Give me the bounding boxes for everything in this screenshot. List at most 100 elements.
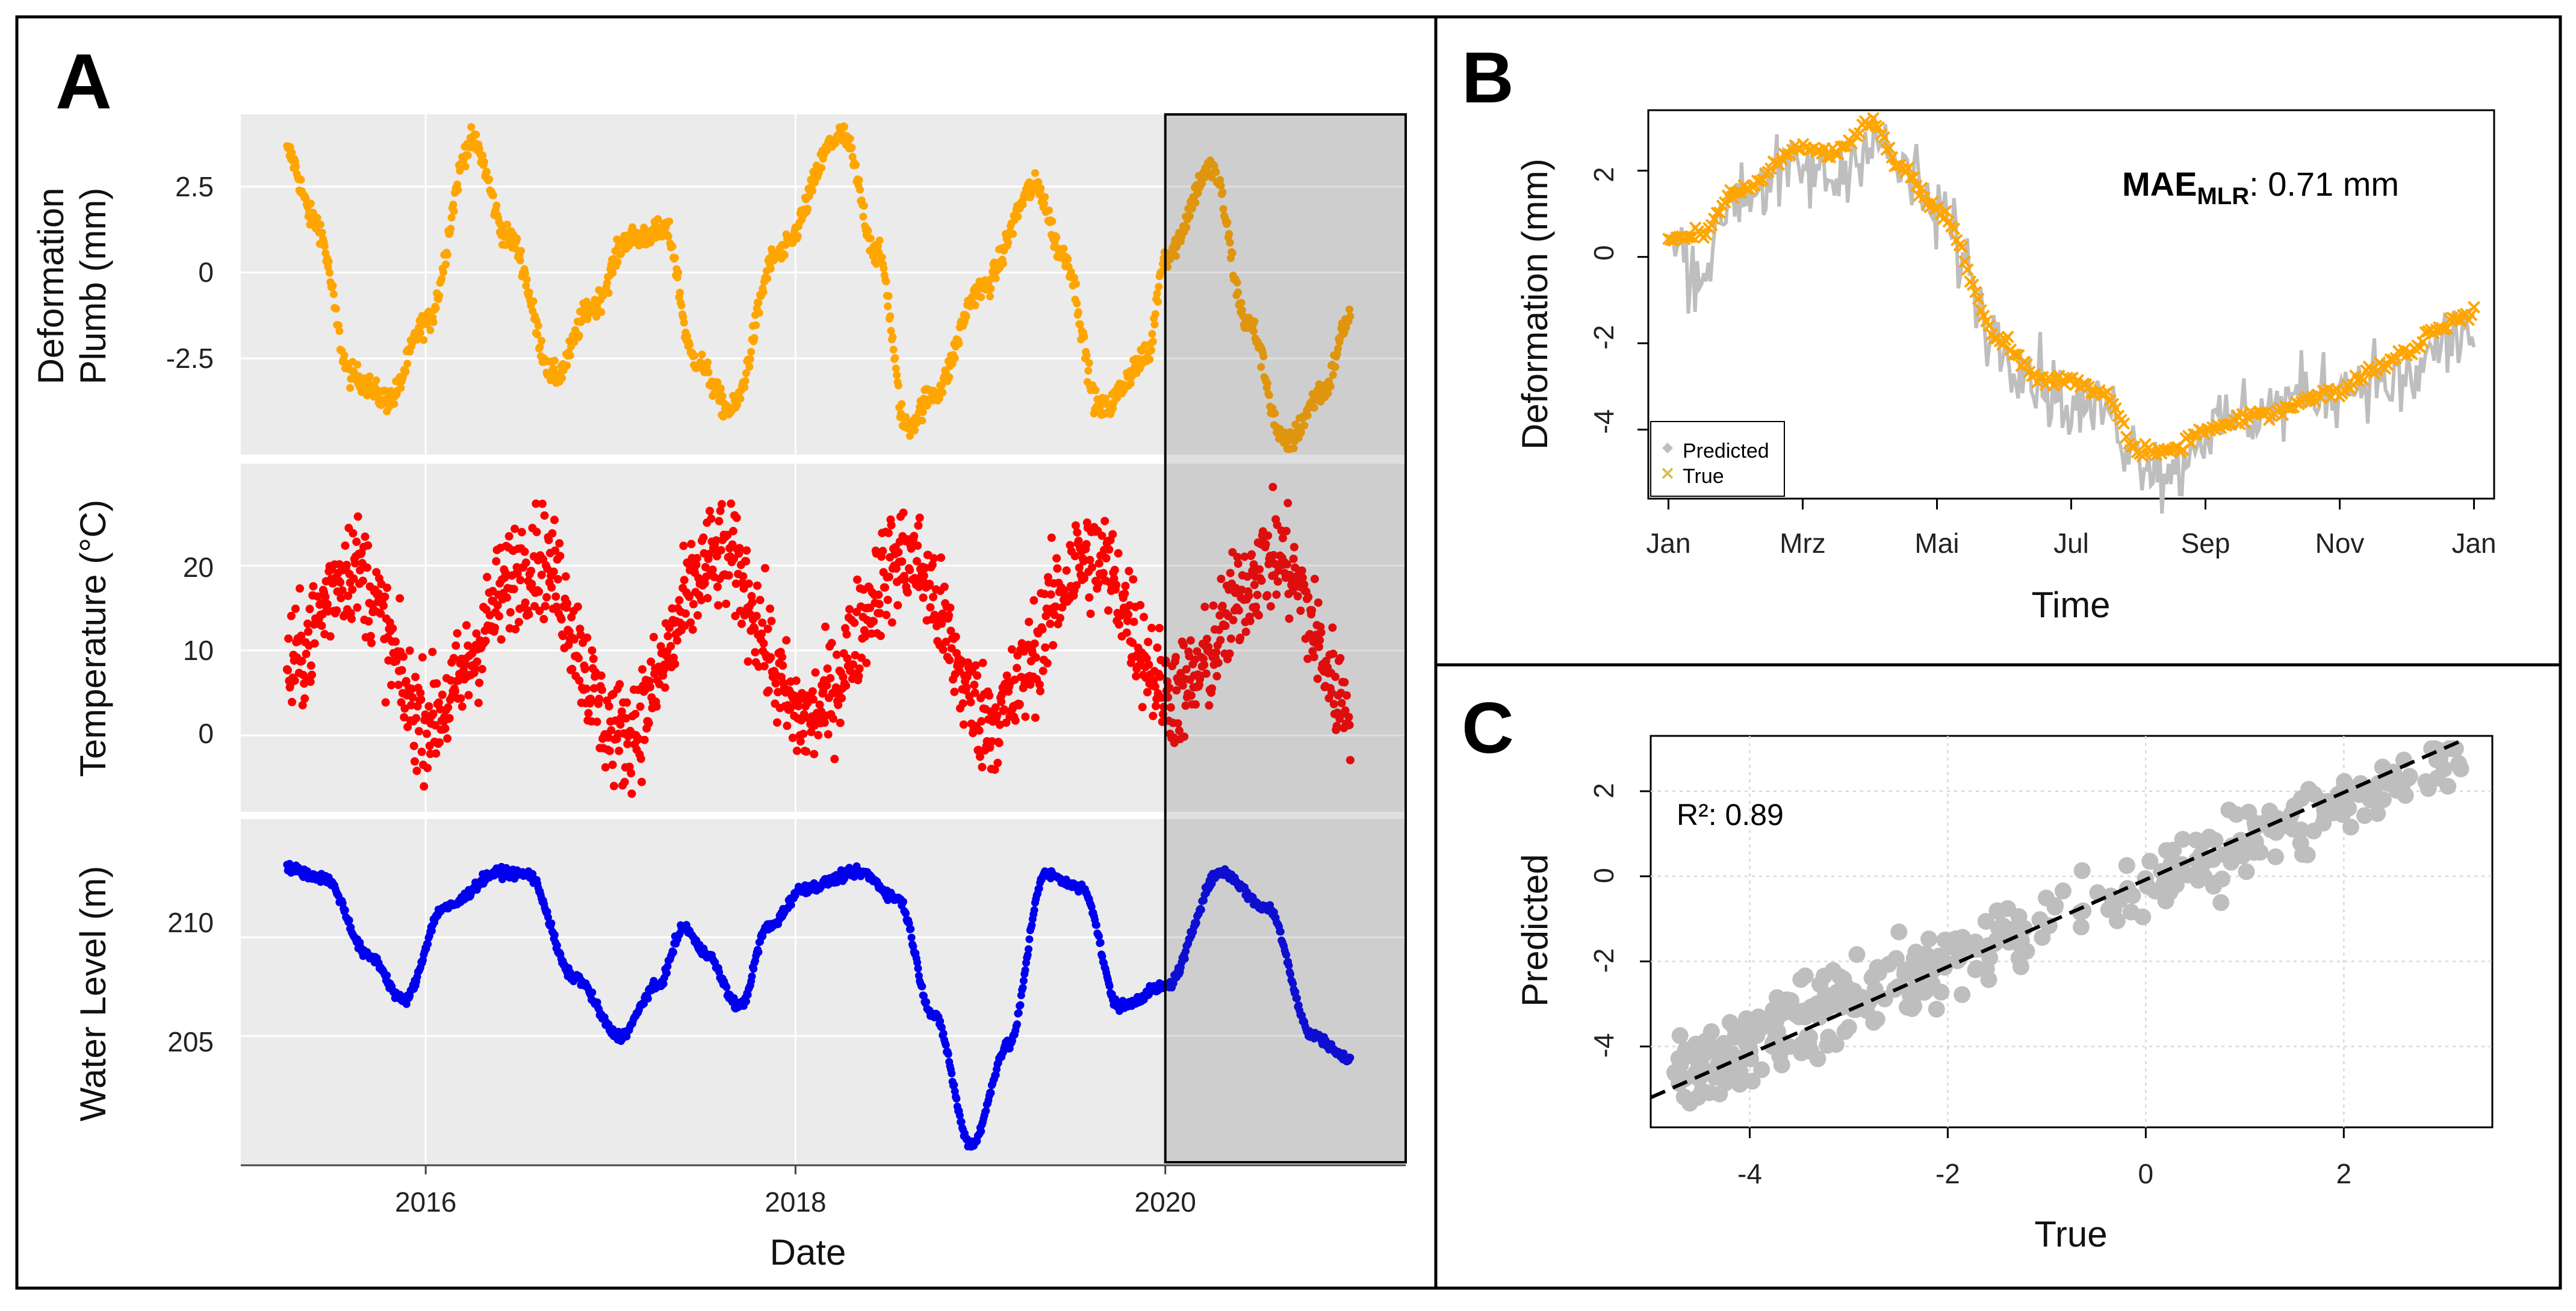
temperature-point	[367, 638, 376, 647]
scatter-point	[2073, 918, 2090, 936]
temperature-point	[1010, 675, 1019, 684]
deformation-point	[1310, 403, 1318, 412]
deformation-point	[1060, 244, 1068, 253]
deformation-point	[992, 274, 1000, 282]
temperature-point	[1149, 676, 1158, 685]
deformation-point	[846, 134, 854, 143]
temperature-point	[998, 690, 1007, 699]
legend-predicted-label: Predicted	[1683, 440, 1769, 462]
deformation-point	[804, 205, 812, 213]
temperature-point	[837, 694, 846, 703]
temperature-point	[990, 765, 999, 774]
scatter-point	[2192, 847, 2209, 864]
temperature-point	[978, 658, 987, 667]
water_level-point	[1021, 966, 1029, 974]
deformation-point	[902, 413, 910, 421]
deformation-point	[1034, 178, 1043, 186]
temperature-point	[722, 599, 731, 608]
temperature-point	[422, 729, 431, 738]
temperature-point	[524, 610, 533, 619]
temperature-point	[689, 600, 698, 609]
deformation-point	[986, 292, 995, 301]
deformation-point	[365, 372, 374, 381]
water_level-point	[754, 948, 763, 956]
deformation-point	[426, 326, 435, 334]
temperature-point	[418, 653, 427, 662]
temperature-point	[764, 687, 773, 695]
deformation-point	[306, 199, 315, 208]
temperature-point	[1053, 564, 1062, 573]
temperature-point	[304, 627, 313, 636]
temperature-point	[830, 755, 839, 764]
temperature-point	[1110, 574, 1119, 583]
panel-b-x-tick: Jul	[2053, 528, 2089, 559]
temperature-point	[1075, 563, 1084, 572]
deformation-point	[848, 143, 856, 152]
temperature-point	[821, 622, 830, 631]
temperature-point	[766, 604, 775, 613]
panel-b-x-tick: Jan	[2451, 528, 2496, 559]
deformation-point	[1259, 352, 1268, 361]
temperature-point	[1047, 533, 1056, 542]
temperature-point	[671, 659, 680, 668]
temperature-point	[400, 704, 409, 713]
temperature-point	[945, 611, 953, 620]
deformation-point	[525, 288, 533, 296]
deformation-point	[891, 353, 899, 362]
temperature-point	[1007, 645, 1016, 654]
scatter-point	[2100, 901, 2117, 918]
deformation-point	[766, 264, 775, 273]
temperature-point	[290, 676, 299, 685]
temperature-point	[1035, 680, 1044, 689]
deformation-point	[402, 367, 410, 376]
deformation-point	[613, 258, 622, 266]
temperature-point	[970, 688, 979, 697]
temperature-point	[853, 575, 861, 584]
deformation-point	[1226, 238, 1234, 247]
deformation-point	[1237, 299, 1246, 307]
temperature-point	[1150, 682, 1159, 691]
temperature-point	[693, 611, 702, 620]
temperature-point	[473, 657, 482, 666]
temperature-point	[887, 618, 896, 627]
deformation-point	[675, 288, 684, 297]
temperature-point	[1187, 691, 1196, 700]
temperature-point	[380, 592, 390, 601]
temperature-point	[915, 513, 924, 522]
deformation-point	[1264, 379, 1271, 388]
deformation-point	[313, 214, 321, 222]
temperature-point	[412, 767, 421, 776]
temperature-point	[449, 653, 458, 662]
temperature-point	[669, 653, 678, 662]
temperature-point	[842, 681, 851, 690]
temperature-point	[1186, 636, 1195, 645]
temperature-point	[1144, 660, 1153, 669]
temperature-point	[551, 592, 560, 601]
temperature-point	[802, 747, 811, 756]
deformation-point	[740, 383, 749, 391]
scatter-point	[2010, 950, 2028, 967]
temperature-point	[509, 585, 518, 594]
temperature-point	[1208, 684, 1217, 693]
deformation-point	[677, 301, 686, 310]
deformation-point	[818, 164, 826, 172]
temperature-point	[937, 619, 946, 628]
temperature-point	[644, 718, 653, 727]
temperature-point	[1173, 719, 1182, 728]
temperature-point	[829, 714, 837, 723]
scatter-point	[1848, 946, 1866, 963]
temperature-point	[1155, 624, 1164, 632]
temperature-point	[517, 528, 526, 537]
temperature-point	[893, 601, 902, 610]
deformation-point	[403, 360, 412, 368]
temperature-point	[532, 499, 541, 508]
temperature-point	[332, 606, 341, 615]
temperature-point	[1165, 684, 1174, 693]
temperature-point	[752, 611, 761, 620]
scatter-point	[2200, 829, 2218, 845]
temperature-point	[1046, 619, 1055, 628]
deformation-point	[483, 167, 491, 176]
temperature-point	[1019, 647, 1028, 656]
scatter-point	[2118, 857, 2135, 874]
water_level-point	[1019, 983, 1027, 992]
